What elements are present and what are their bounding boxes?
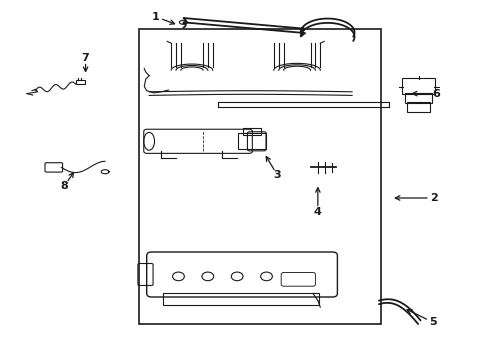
Bar	[76, 80, 84, 84]
Text: 5: 5	[428, 317, 436, 327]
Bar	[139, 29, 381, 324]
Text: 6: 6	[432, 89, 440, 99]
Text: 4: 4	[313, 207, 321, 217]
Text: 1: 1	[152, 12, 160, 22]
Text: 3: 3	[273, 170, 281, 180]
Text: 8: 8	[61, 181, 68, 191]
Text: 7: 7	[81, 53, 89, 63]
Text: 2: 2	[429, 193, 437, 203]
